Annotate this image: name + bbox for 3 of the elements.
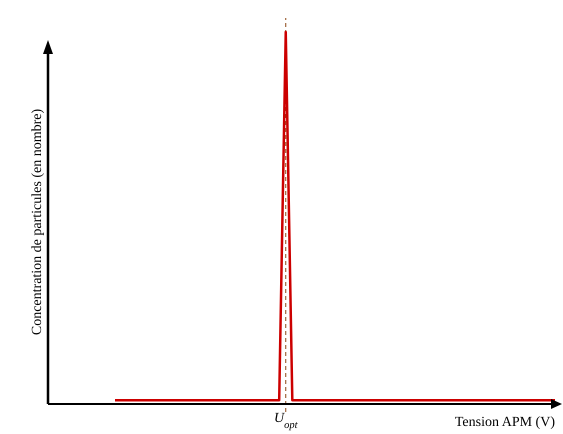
text: U$_{opt}$ xyxy=(274,411,299,430)
x-axis-title: Tension APM (V) xyxy=(454,415,556,430)
y-axis-title: Concentration de particules (en nombre) xyxy=(30,108,45,336)
